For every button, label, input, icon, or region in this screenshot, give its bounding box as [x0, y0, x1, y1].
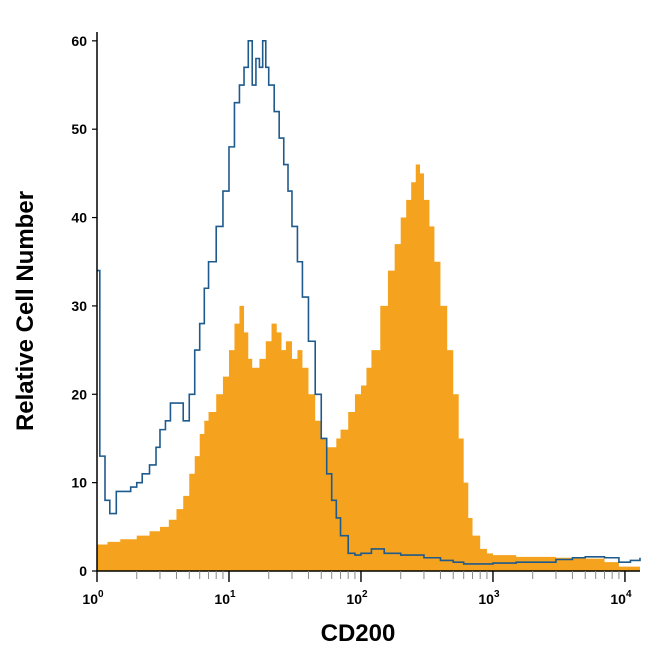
x-tick-label: 104: [610, 589, 632, 607]
axes-layer: [96, 32, 640, 572]
ticks-layer: 0 10 20 30 40 50 60 100 101 102 103 104: [71, 33, 632, 607]
y-tick-label: 10: [71, 475, 87, 491]
y-tick-label: 30: [71, 298, 87, 314]
series-outline-histogram: [97, 40, 641, 565]
series-filled-histogram: [97, 164, 640, 572]
y-tick-label: 0: [79, 563, 87, 579]
x-tick-label: 103: [478, 589, 500, 607]
x-tick-label: 100: [82, 589, 104, 607]
y-tick-label: 50: [71, 121, 87, 137]
x-tick-label: 101: [214, 589, 236, 607]
y-tick-label: 60: [71, 33, 87, 49]
x-tick-label: 102: [346, 589, 368, 607]
series-layer: [97, 40, 641, 572]
y-tick-label: 40: [71, 210, 87, 226]
y-tick-label: 20: [71, 386, 87, 402]
y-axis-title: Relative Cell Number: [12, 191, 39, 431]
x-axis-title: CD200: [321, 620, 396, 647]
